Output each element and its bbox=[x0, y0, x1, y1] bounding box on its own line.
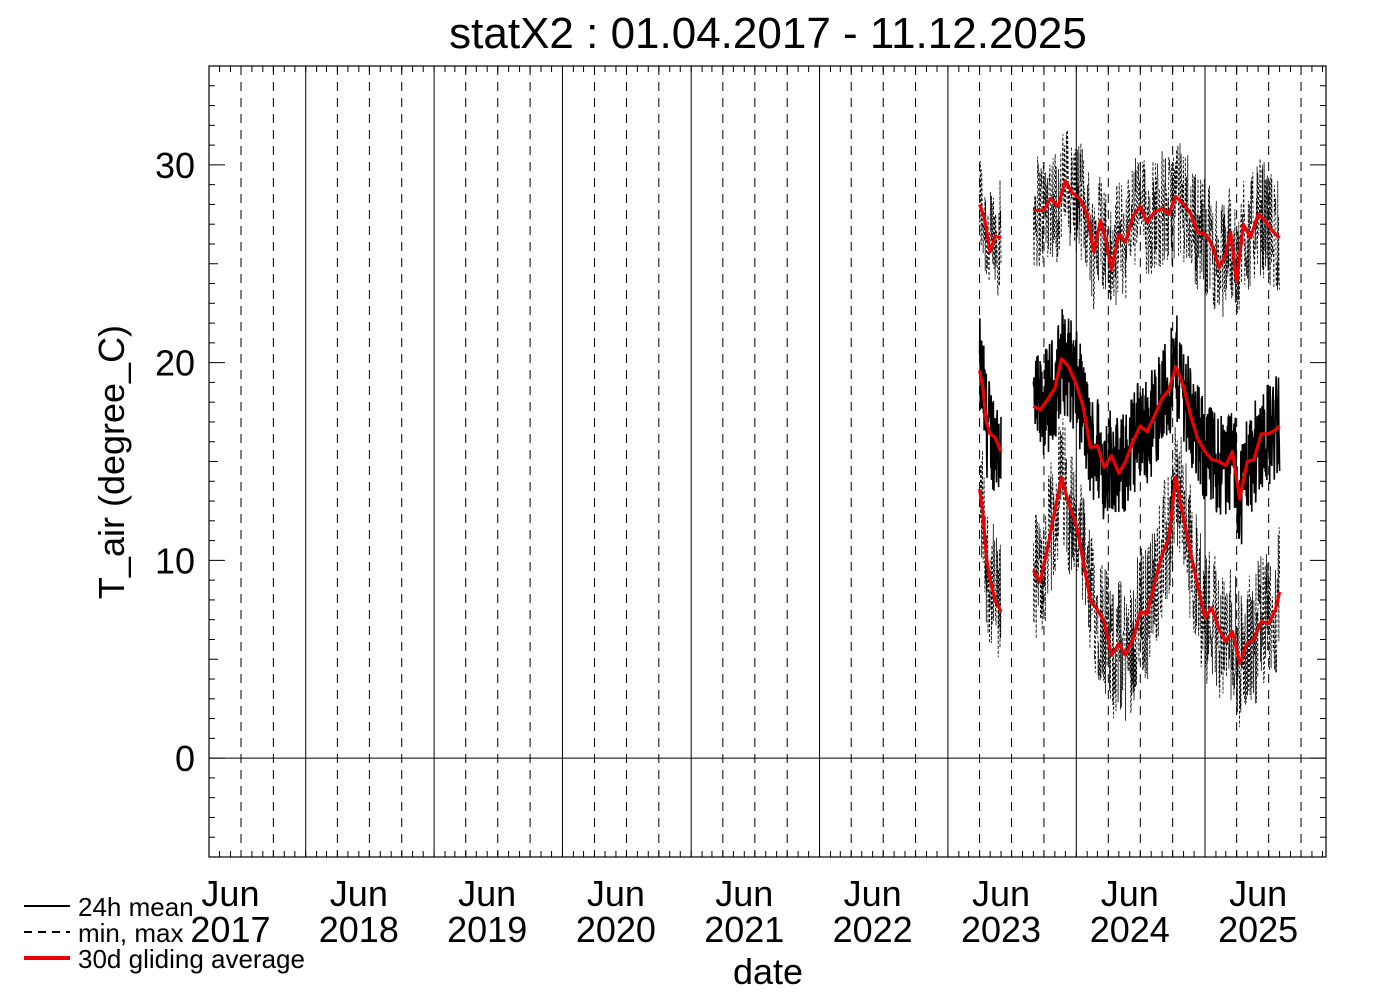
grid-layer bbox=[208, 66, 1326, 857]
gliding-average-line-max_avg bbox=[978, 203, 1002, 254]
x-axis: Jun2017Jun2018Jun2019Jun2020Jun2021Jun20… bbox=[190, 66, 1323, 950]
series-layer bbox=[978, 179, 1282, 665]
x-tick-label-month: Jun bbox=[844, 873, 902, 914]
x-tick-label-year: 2020 bbox=[576, 909, 656, 950]
x-tick-label-month: Jun bbox=[587, 873, 645, 914]
legend-label-24h-mean: 24h mean bbox=[78, 892, 194, 922]
x-tick-label-year: 2021 bbox=[704, 909, 784, 950]
y-tick-label: 20 bbox=[155, 343, 195, 384]
plot-frame bbox=[208, 65, 1327, 858]
y-axis-label: T_air (degree_C) bbox=[91, 325, 132, 599]
chart-title: statX2 : 01.04.2017 - 11.12.2025 bbox=[449, 9, 1087, 58]
x-tick-label-month: Jun bbox=[1101, 873, 1159, 914]
daily-mean-line bbox=[978, 318, 1002, 491]
x-tick-label-year: 2025 bbox=[1218, 909, 1298, 950]
y-tick-label: 0 bbox=[175, 738, 195, 779]
gliding-average-line-mean_avg bbox=[978, 370, 1003, 453]
x-tick-label-year: 2019 bbox=[447, 909, 527, 950]
gliding-average-line-min_avg bbox=[978, 488, 1003, 613]
x-tick-label-month: Jun bbox=[1229, 873, 1287, 914]
legend: 24h mean min, max 30d gliding average bbox=[24, 892, 305, 974]
x-tick-label-month: Jun bbox=[972, 873, 1030, 914]
x-tick-label-year: 2018 bbox=[319, 909, 399, 950]
x-tick-label-month: Jun bbox=[715, 873, 773, 914]
y-axis: 0 10 20 30 bbox=[155, 65, 1326, 858]
x-tick-label-month: Jun bbox=[201, 873, 259, 914]
y-tick-label: 30 bbox=[155, 145, 195, 186]
x-axis-label: date bbox=[733, 951, 803, 992]
x-tick-label-month: Jun bbox=[330, 873, 388, 914]
legend-label-gliding-average: 30d gliding average bbox=[78, 944, 305, 974]
x-tick-label-year: 2024 bbox=[1090, 909, 1170, 950]
daily-mean-line bbox=[1032, 309, 1281, 545]
gliding-average-line-max_avg bbox=[1033, 179, 1281, 284]
legend-label-min-max: min, max bbox=[78, 918, 183, 948]
x-tick-label-year: 2023 bbox=[961, 909, 1041, 950]
gliding-average-line-min_avg bbox=[1032, 475, 1282, 665]
daily-max-line bbox=[979, 160, 1002, 296]
gliding-average-line-mean_avg bbox=[1032, 357, 1281, 501]
x-tick-label-year: 2017 bbox=[190, 909, 270, 950]
y-tick-label: 10 bbox=[155, 540, 195, 581]
daily-min-line bbox=[979, 450, 1002, 658]
x-tick-label-year: 2022 bbox=[833, 909, 913, 950]
x-tick-label-month: Jun bbox=[458, 873, 516, 914]
